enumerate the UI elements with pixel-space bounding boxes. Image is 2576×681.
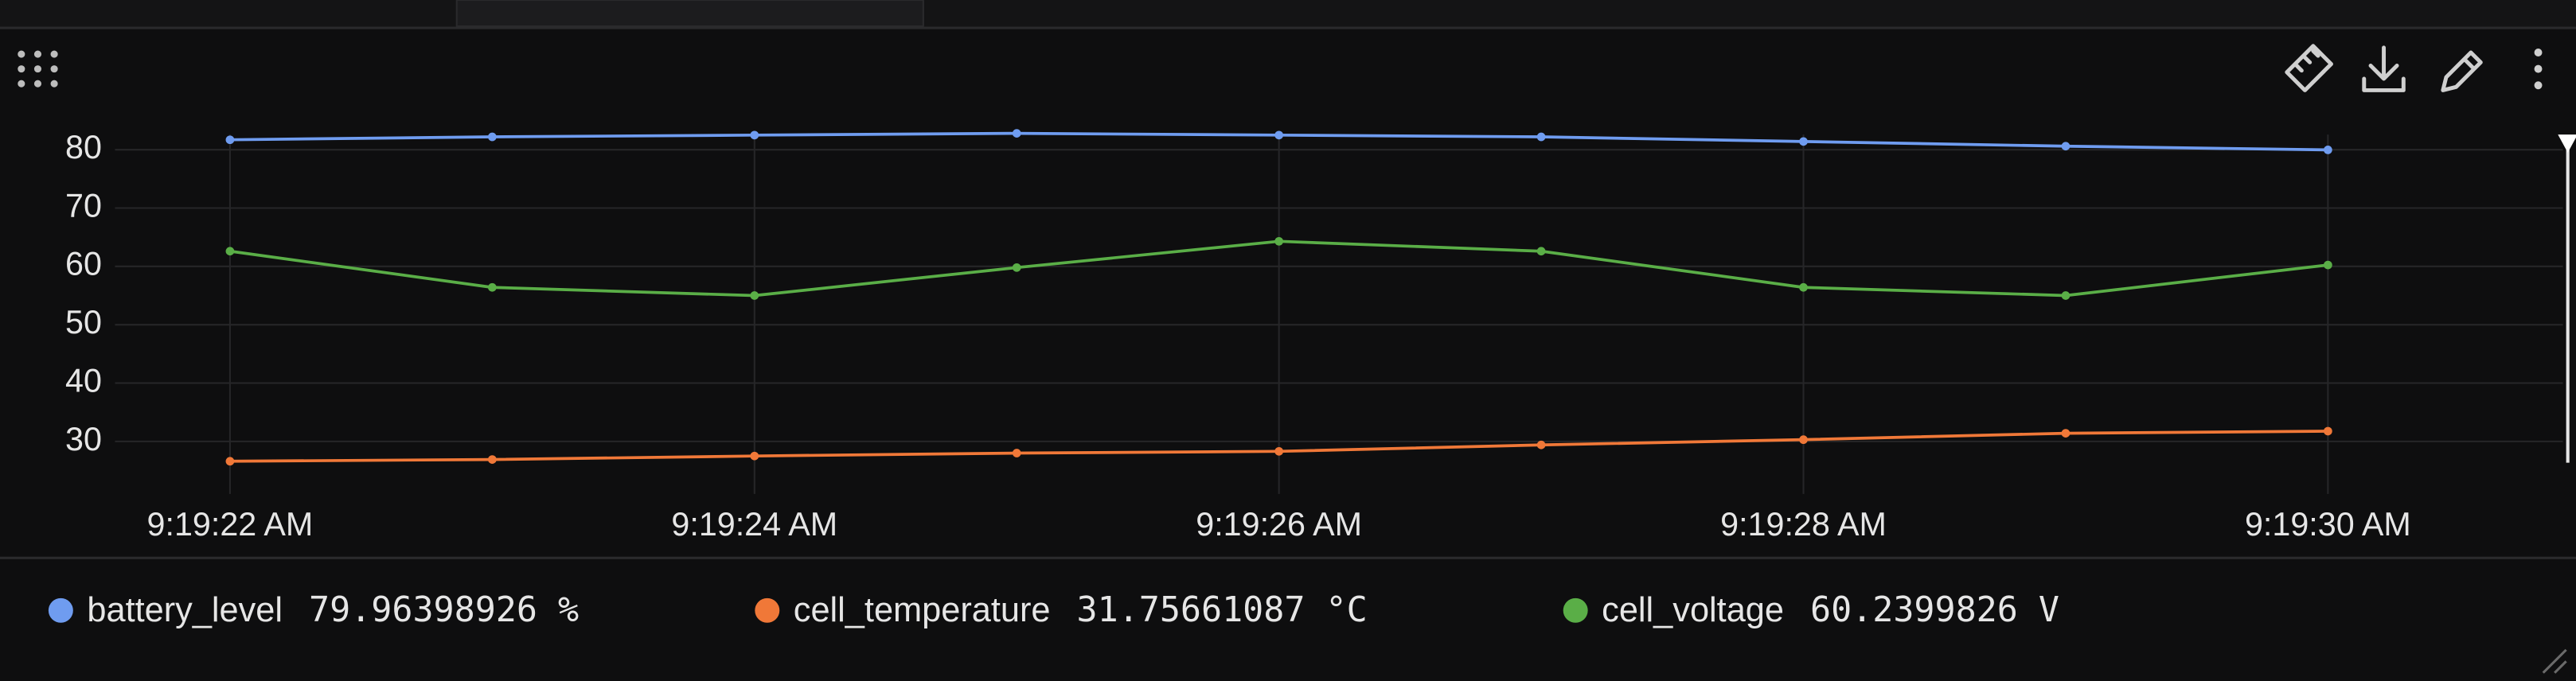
data-point [1012,129,1021,138]
drag-grip[interactable] [18,50,58,88]
legend-value: 79.96398926 % [309,590,579,630]
data-point [1274,236,1284,246]
x-tick-label: 9:19:26 AM [1196,506,1362,543]
y-tick-label: 40 [65,362,102,399]
ruler-icon[interactable] [2285,44,2333,92]
data-point [750,130,759,140]
resize-handle[interactable] [2542,648,2567,674]
x-tick-label: 9:19:24 AM [671,506,837,543]
data-point [225,135,235,145]
tab[interactable] [455,0,924,28]
legend-label: cell_voltage [1602,591,1784,629]
legend-swatch [755,597,780,623]
data-point [1012,263,1021,272]
y-tick-label: 70 [65,187,102,224]
data-point [1536,132,1546,142]
data-point [1536,440,1546,449]
legend-label: cell_temperature [794,591,1051,629]
data-point [487,455,497,464]
edit-icon[interactable] [2441,50,2483,92]
legend-swatch [48,597,73,623]
data-point [750,451,759,461]
y-tick-label: 60 [65,246,102,282]
data-point [225,457,235,466]
y-tick-label: 30 [65,421,102,457]
data-point [2324,146,2332,154]
legend-swatch [1563,597,1588,623]
y-tick-label: 50 [65,304,102,340]
y-tick-label: 80 [65,129,102,165]
data-point [2061,142,2071,151]
plot: 30 40 50 60 70 80 9:19:22 AM 9:19:24 AM 9:19:26 … [65,129,2563,543]
data-point [1799,282,1808,292]
data-point [1274,446,1284,456]
data-point [2324,426,2332,436]
more-icon[interactable] [2534,49,2543,90]
download-icon[interactable] [2362,45,2406,92]
data-point [2061,429,2071,438]
data-point [487,282,497,292]
x-tick-label: 9:19:30 AM [2245,506,2411,543]
data-point [2324,260,2332,270]
data-point [1536,247,1546,256]
top-bar [0,0,2576,29]
data-point [750,291,759,300]
data-point [1274,130,1284,140]
data-point [1799,435,1808,445]
legend-label: battery_level [87,591,283,629]
cursor-handle[interactable] [2558,134,2576,153]
data-point [487,132,497,142]
data-point [1012,449,1021,457]
legend-value: 60.2399826 V [1810,590,2059,630]
legend-value: 31.75661087 °C [1077,590,1368,630]
legend: battery_level 79.96398926 % cell_temperatu… [48,590,2059,630]
data-point [2061,291,2071,300]
x-tick-label: 9:19:28 AM [1720,506,1887,543]
data-point [1799,137,1808,146]
data-point [225,247,235,256]
x-tick-label: 9:19:22 AM [147,506,314,543]
